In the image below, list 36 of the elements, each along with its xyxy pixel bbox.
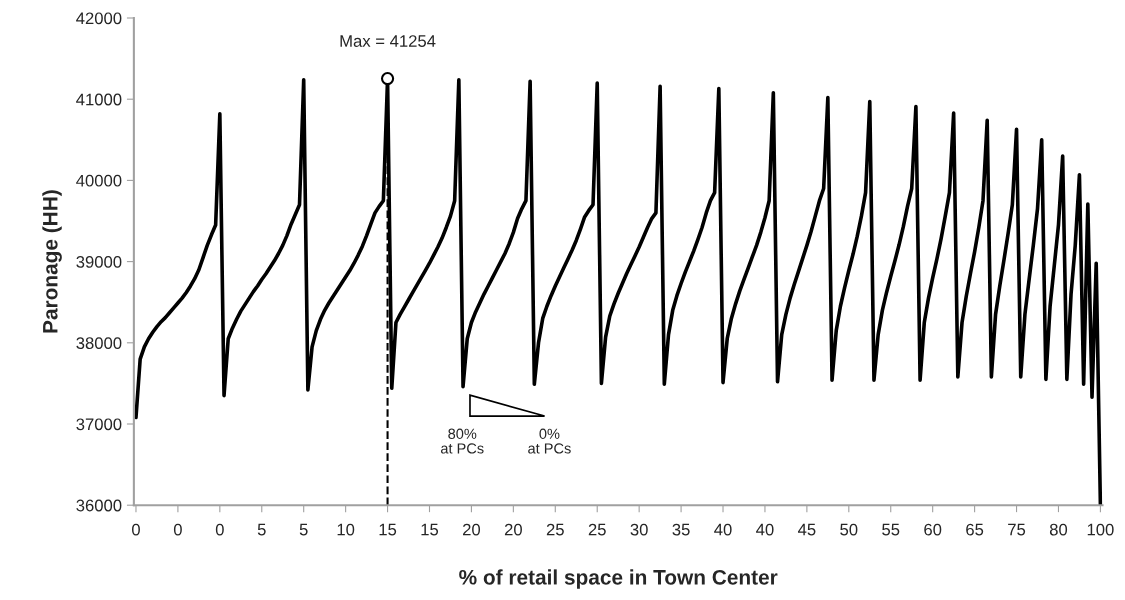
y-tick-label: 41000 — [76, 93, 122, 106]
y-tick-label: 42000 — [76, 12, 122, 25]
x-tick-label: 55 — [882, 523, 900, 536]
x-tick-label: 15 — [421, 523, 439, 536]
x-tick-label: 20 — [463, 523, 481, 536]
annotation: 80% at PCs — [440, 428, 484, 454]
x-tick-label: 45 — [798, 523, 816, 536]
x-tick-label: 100 — [1087, 523, 1114, 536]
y-tick-label: 38000 — [76, 337, 122, 349]
annotation: 0% at PCs — [528, 428, 571, 454]
x-tick-label: 5 — [299, 523, 308, 536]
x-tick-label: 80 — [1049, 523, 1068, 536]
x-tick-label: 0 — [173, 523, 182, 536]
x-tick-label: 60 — [924, 523, 942, 536]
x-tick-label: 65 — [966, 523, 984, 536]
x-tick-label: 15 — [379, 523, 397, 536]
x-tick-label: 40 — [756, 523, 774, 536]
x-tick-label: 50 — [840, 523, 858, 536]
y-tick-label: 37000 — [76, 418, 122, 431]
x-tick-label: 35 — [672, 523, 690, 536]
x-axis-title: % of retail space in Town Center — [459, 569, 778, 589]
x-tick-label: 0 — [215, 523, 224, 536]
annotation: Max = 41254 — [340, 35, 436, 47]
y-tick-label: 36000 — [76, 499, 122, 512]
x-tick-label: 10 — [337, 523, 355, 536]
x-tick-label: 0 — [131, 523, 140, 536]
x-tick-label: 25 — [546, 523, 564, 536]
x-tick-label: 40 — [714, 523, 732, 536]
y-tick-label: 40000 — [76, 174, 122, 187]
x-tick-label: 20 — [504, 523, 522, 536]
x-tick-label: 30 — [630, 523, 648, 536]
x-tick-label: 5 — [257, 523, 266, 536]
y-axis-title: Paronage (HH) — [42, 190, 62, 333]
x-tick-label: 75 — [1008, 523, 1026, 536]
y-tick-label: 39000 — [76, 256, 122, 268]
x-tick-label: 25 — [588, 523, 606, 536]
